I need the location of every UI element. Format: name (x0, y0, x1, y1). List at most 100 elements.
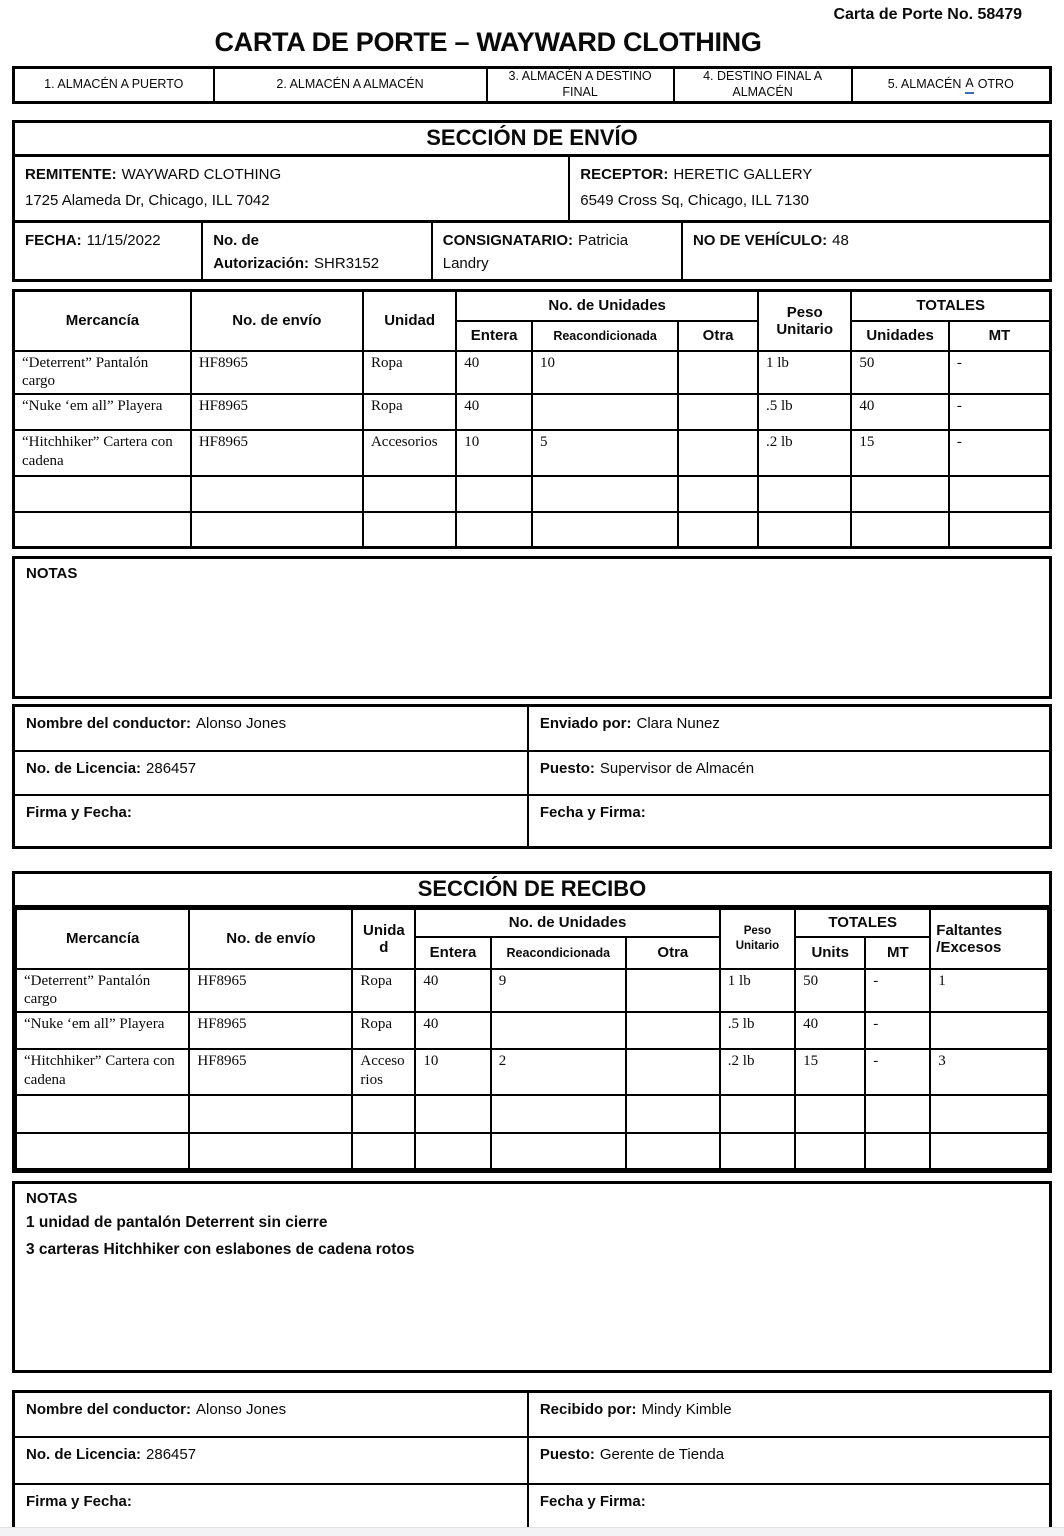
tab5-prefix: 5. ALMACÉN (887, 77, 962, 92)
table-row: “Nuke ‘em all” Playera HF8965 Ropa 40 .5… (12, 393, 1052, 431)
recibido-por-cell: Recibido por: Mindy Kimble (526, 1390, 1052, 1438)
puesto-value: Supervisor de Almacén (599, 760, 755, 777)
seccion-envio: SECCIÓN DE ENVÍO REMITENTE: WAYWARD CLOTH… (12, 120, 1052, 282)
unidades-cell: 15 (850, 429, 950, 477)
recibo-merchandise-table: Mercancía No. de envío Unidad No. de Uni… (14, 907, 1049, 1170)
remitente-address: 1725 Alameda Dr, Chicago, ILL 7042 (25, 192, 270, 210)
puesto-label: Puesto: (539, 1445, 595, 1463)
envio-col-unidades-group: No. de Unidades (455, 289, 760, 322)
recibo-header-sub-row: Entera Reacondicionada Otra Units MT (16, 935, 1048, 970)
entera-cell: 40 (414, 1011, 492, 1050)
tab-almacen-a-destino-final[interactable]: 3. ALMACÉN A DESTINO FINAL (488, 69, 675, 101)
recibo-col-entera: Entera (414, 935, 492, 970)
tab-almacen-a-puerto[interactable]: 1. ALMACÉN A PUERTO (15, 69, 215, 101)
envio-header-group-row: Mercancía No. de envío Unidad No. de Uni… (12, 289, 1052, 352)
table-row: “Hitchhiker” Cartera con cadena HF8965 A… (14, 1048, 1049, 1096)
firma-fecha-field[interactable]: Firma y Fecha: (12, 794, 529, 848)
puesto-cell: Puesto: Supervisor de Almacén (526, 750, 1052, 796)
recibo-col-unidades-group: No. de Unidades (414, 907, 721, 938)
unidad-cell: Ropa (351, 967, 417, 1013)
enviado-por-cell: Enviado por: Clara Nunez (526, 704, 1052, 752)
conductor-label: Nombre del conductor: (26, 1401, 192, 1418)
envio-notas-box: NOTAS (12, 555, 1052, 699)
table-row: No. de Licencia: 286457 Puesto: Gerente de… (12, 1435, 1052, 1485)
envio-col-mercancia: Mercancía (12, 289, 192, 352)
table-row: “Nuke ‘em all” Playera HF8965 Ropa 40 .5… (14, 1011, 1049, 1050)
licencia-value: 286457 (146, 760, 197, 777)
table-row: Nombre del conductor: Alonso Jones Recibi… (12, 1390, 1052, 1438)
puesto-label: Puesto: (539, 760, 595, 777)
envio-col-entera: Entera (455, 319, 533, 352)
otra-cell (624, 1048, 721, 1096)
units-cell: 50 (794, 967, 867, 1013)
nota-line: 1 unidad de pantalón Deterrent sin cierr… (26, 1214, 328, 1231)
table-row: No. de Licencia: 286457 Puesto: Supervisor… (12, 750, 1052, 796)
mercancia-cell: “Nuke ‘em all” Playera (12, 393, 192, 431)
envio-section-title: SECCIÓN DE ENVÍO (15, 123, 1049, 157)
table-row: Firma y Fecha: Fecha y Firma: (12, 794, 1052, 848)
remitente-cell: REMITENTE: WAYWARD CLOTHING 1725 Alameda … (15, 157, 571, 220)
recibo-col-envio-no: No. de envío (188, 907, 354, 970)
conductor-cell: Nombre del conductor: Alonso Jones (12, 704, 529, 752)
units-cell: 40 (794, 1011, 867, 1050)
tab-almacen-a-otro[interactable]: 5. ALMACÉN A OTRO (853, 69, 1050, 101)
reacondicionada-cell: 9 (489, 967, 627, 1013)
otra-cell (677, 393, 760, 431)
vehiculo-label: NO DE VEHÍCULO: (692, 231, 828, 249)
enviado-por-label: Enviado por: (539, 714, 632, 732)
firma-fecha-label: Firma y Fecha: (26, 1492, 132, 1510)
peso-cell: 1 lb (718, 967, 797, 1013)
recibo-notas-area[interactable] (26, 1261, 1038, 1341)
receptor-name: HERETIC GALLERY (673, 166, 813, 183)
empty-table-row (14, 1132, 1049, 1170)
empty-table-row (12, 475, 1052, 513)
autorizacion-cell: No. de Autorización: SHR3152 (203, 222, 433, 279)
envio-notas-area[interactable] (26, 582, 1038, 682)
tab5-suffix: OTRO (977, 77, 1014, 92)
envio-col-unidad: Unidad (361, 289, 458, 352)
fecha-firma-field[interactable]: Fecha y Firma: (526, 794, 1052, 848)
licencia-cell: No. de Licencia: 286457 (12, 750, 529, 796)
mt-cell: - (947, 393, 1052, 431)
envio-no-cell: HF8965 (189, 393, 364, 431)
recibo-notas-label: NOTAS (26, 1190, 78, 1207)
recibo-section-title: SECCIÓN DE RECIBO (15, 874, 1049, 908)
otra-cell (624, 1011, 721, 1050)
entera-cell: 40 (414, 967, 492, 1013)
fecha-value: 11/15/2022 (86, 231, 161, 249)
faltantes-cell: 1 (929, 967, 1049, 1013)
envio-col-envio-no: No. de envío (189, 289, 364, 352)
tab-destino-final-a-almacen[interactable]: 4. DESTINO FINAL A ALMACÉN (675, 69, 853, 101)
recibo-col-peso-unitario: Peso Unitario (718, 907, 797, 970)
mercancia-cell: “Hitchhiker” Cartera con cadena (12, 429, 192, 477)
table-row: “Deterrent” Pantalón cargo HF8965 Ropa 4… (12, 349, 1052, 395)
firma-fecha-label: Firma y Fecha: (26, 804, 132, 821)
peso-cell: .2 lb (718, 1048, 797, 1096)
tab-almacen-a-almacen[interactable]: 2. ALMACÉN A ALMACÉN (215, 69, 488, 101)
envio-col-reacondicionada: Reacondicionada (530, 319, 680, 352)
doc-number: Carta de Porte No. 58479 (833, 6, 1022, 23)
envio-notas-label: NOTAS (26, 564, 78, 582)
tab5-spellcheck-underlined-letter: A (965, 76, 974, 94)
unidad-cell: Accesorios (351, 1048, 417, 1096)
peso-cell: .5 lb (718, 1011, 797, 1050)
consignatario-value: Patricia Landry (442, 231, 629, 272)
recibo-col-unidad: Unidad (351, 907, 417, 970)
recibo-col-mercancia: Mercancía (14, 907, 191, 970)
conductor-label: Nombre del conductor: (26, 714, 192, 732)
unidad-cell: Ropa (351, 1011, 417, 1050)
envio-col-unidades: Unidades (850, 319, 950, 352)
envio-firmas-table: Nombre del conductor: Alonso Jones Enviad… (12, 703, 1052, 849)
seccion-recibo: SECCIÓN DE RECIBO Mercancía No. de envío… (12, 870, 1052, 1173)
envio-no-cell: HF8965 (188, 1011, 354, 1050)
unidades-cell: 40 (850, 393, 950, 431)
consignatario-cell: CONSIGNATARIO: Patricia Landry (433, 222, 683, 279)
envio-no-cell: HF8965 (188, 1048, 354, 1096)
envio-parties-row: REMITENTE: WAYWARD CLOTHING 1725 Alameda … (15, 157, 1049, 223)
receptor-label: RECEPTOR: (580, 166, 669, 183)
envio-col-totales-group: TOTALES (850, 289, 1052, 322)
peso-cell: 1 lb (757, 349, 853, 395)
conductor-cell: Nombre del conductor: Alonso Jones (12, 1390, 529, 1438)
conductor-value: Alonso Jones (196, 1401, 287, 1418)
